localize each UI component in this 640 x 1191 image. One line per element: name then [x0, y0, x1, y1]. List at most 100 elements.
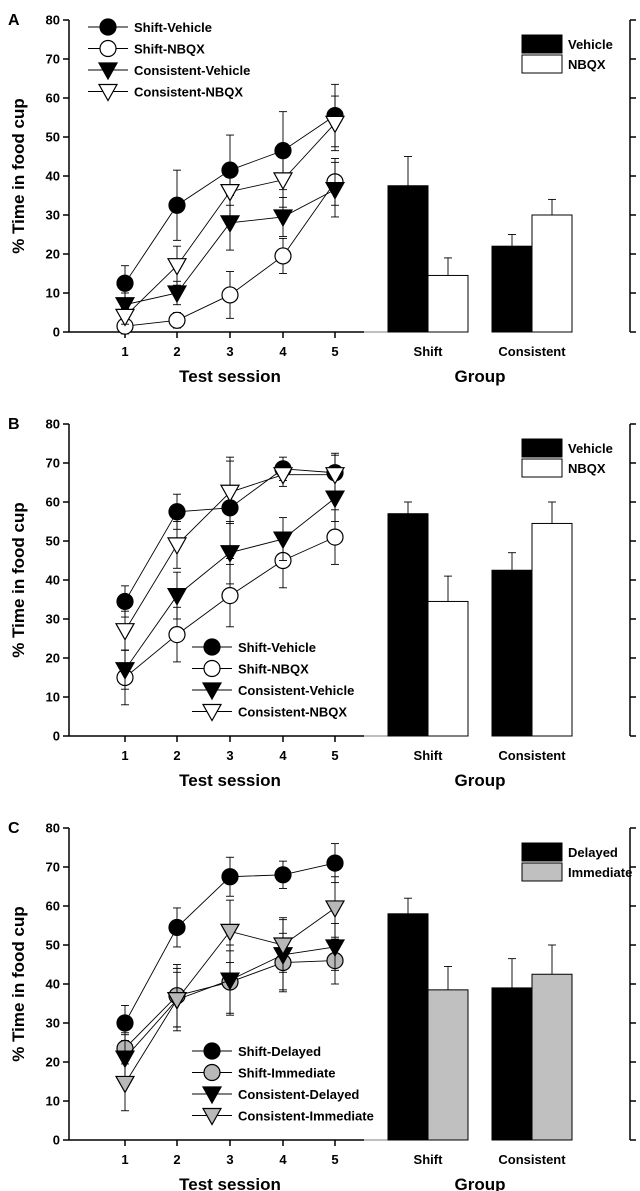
data-point — [324, 182, 346, 200]
bar — [531, 522, 573, 737]
panel-C: C 0 10 20 30 40 50 60 70 80 1 2 3 4 5 Test session % Tim… — [8, 820, 636, 1191]
data-point — [166, 587, 188, 606]
y-axis-title: % Time in food cup — [9, 906, 28, 1062]
legend-marker — [201, 1107, 223, 1126]
legend-swatch — [521, 34, 563, 54]
y-tick-label: 40 — [46, 977, 60, 992]
legend-label: Delayed — [568, 845, 618, 860]
panel-label: A — [8, 12, 20, 29]
bar — [531, 214, 573, 333]
y-tick-label: 10 — [46, 286, 60, 301]
data-point — [324, 467, 346, 485]
legend-label: Shift-NBQX — [238, 662, 309, 677]
bar-legend: Vehicle NBQX — [521, 438, 613, 478]
data-point — [219, 972, 241, 991]
y-tick-label: 10 — [46, 690, 60, 705]
legend-marker — [99, 18, 117, 36]
x-axis-title: Test session — [179, 367, 281, 386]
y-tick-label: 40 — [46, 573, 60, 588]
line-legend: Shift-Vehicle Shift-NBQX Consistent-Vehicl… — [88, 18, 250, 102]
series-consistent-immediate — [114, 876, 346, 1112]
legend-label: Consistent-Delayed — [238, 1087, 359, 1102]
legend-swatch — [521, 458, 563, 478]
legend-marker — [203, 659, 221, 678]
data-point — [166, 258, 188, 276]
series-consistent-nbqx — [114, 454, 346, 651]
series-consistent-vehicle — [114, 474, 346, 690]
data-point — [221, 868, 239, 886]
bar-chart: Shift Consistent — [387, 156, 573, 359]
legend-marker — [97, 83, 119, 102]
panel-A: A 0 10 20 30 40 50 60 70 80 1 2 3 4 5 Test session % Tim… — [8, 12, 636, 386]
y-tick-label: 60 — [46, 91, 60, 106]
bar — [491, 987, 533, 1141]
legend-swatch — [521, 438, 563, 458]
data-point — [326, 854, 344, 872]
data-point — [219, 184, 241, 202]
data-point — [168, 625, 186, 644]
data-point — [114, 623, 136, 641]
data-point — [272, 209, 294, 228]
category-label: Consistent — [498, 748, 566, 763]
bar-chart: Shift Consistent — [387, 501, 573, 763]
legend-label: NBQX — [568, 57, 606, 72]
bar-legend: Delayed Immediate — [521, 842, 632, 882]
bar-legend: Vehicle NBQX — [521, 34, 613, 74]
legend-label: Consistent-NBQX — [238, 705, 347, 720]
y-tick-label: 0 — [53, 325, 60, 340]
data-point — [324, 900, 346, 919]
data-point — [324, 115, 346, 134]
legend-label: Consistent-NBQX — [134, 85, 243, 100]
y-tick-label: 70 — [46, 52, 60, 67]
bar — [427, 274, 469, 333]
y-tick-label: 80 — [46, 417, 60, 432]
legend-marker — [97, 62, 119, 81]
y-tick-label: 60 — [46, 899, 60, 914]
y-axis-title: % Time in food cup — [9, 502, 28, 658]
data-point — [116, 592, 134, 611]
data-point — [114, 297, 136, 315]
x-tick-label: 4 — [279, 748, 287, 763]
legend-label: Shift-Immediate — [238, 1066, 336, 1081]
group-axis-title: Group — [455, 1175, 506, 1191]
y-tick-label: 40 — [46, 169, 60, 184]
data-point — [114, 1075, 136, 1094]
bar — [491, 569, 533, 737]
series-shift-delayed — [116, 843, 344, 1042]
legend-label: Shift-Vehicle — [238, 640, 316, 655]
legend-label: NBQX — [568, 461, 606, 476]
legend-swatch — [521, 862, 563, 882]
legend-label: Vehicle — [568, 441, 613, 456]
bar-chart: Shift Consistent — [387, 897, 573, 1167]
x-tick-label: 5 — [331, 1152, 338, 1167]
line-legend: Shift-Delayed Shift-Immediate Consistent-D… — [192, 1042, 374, 1126]
bar — [531, 973, 573, 1141]
category-label: Consistent — [498, 1152, 566, 1167]
category-label: Shift — [414, 344, 444, 359]
series-consistent-vehicle — [114, 161, 346, 317]
data-point — [219, 923, 241, 942]
y-tick-label: 80 — [46, 821, 60, 836]
y-tick-label: 50 — [46, 534, 60, 549]
legend-label: Immediate — [568, 865, 632, 880]
category-label: Consistent — [498, 344, 566, 359]
legend-label: Shift-Vehicle — [134, 20, 212, 35]
data-point — [219, 545, 241, 563]
data-point — [168, 503, 186, 521]
x-tick-label: 1 — [121, 748, 128, 763]
legend-marker — [203, 1063, 221, 1082]
y-tick-label: 30 — [46, 612, 60, 627]
x-tick-label: 3 — [226, 748, 233, 763]
data-point — [274, 247, 292, 265]
legend-swatch — [521, 842, 563, 862]
y-tick-label: 10 — [46, 1094, 60, 1109]
legend-swatch — [521, 54, 563, 74]
y-tick-label: 80 — [46, 13, 60, 28]
data-point — [168, 311, 186, 329]
line-legend: Shift-Vehicle Shift-NBQX Consistent-Vehicl… — [192, 638, 354, 722]
data-point — [166, 537, 188, 556]
x-tick-label: 5 — [331, 344, 338, 359]
legend-marker — [201, 703, 223, 722]
data-point — [166, 285, 188, 304]
